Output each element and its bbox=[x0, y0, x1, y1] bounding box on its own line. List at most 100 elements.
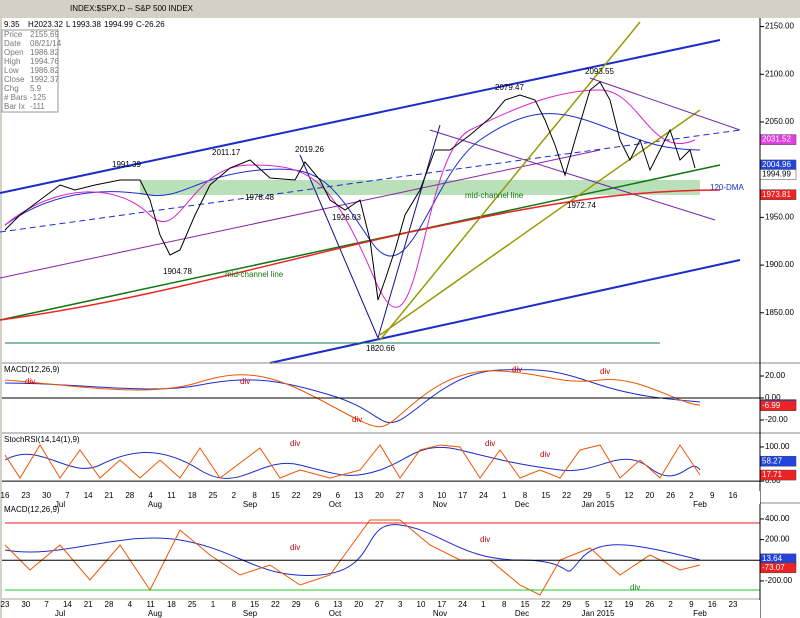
value-tag-label: 1994.99 bbox=[762, 170, 791, 179]
annotation: div bbox=[480, 535, 490, 544]
date-label: 11 bbox=[146, 600, 155, 609]
date-label: 20 bbox=[645, 491, 654, 500]
annotation: 1904.78 bbox=[163, 267, 192, 276]
date-label: 26 bbox=[666, 491, 675, 500]
value-tag-label: 17.71 bbox=[762, 470, 783, 479]
value-tag-label: 58.27 bbox=[762, 456, 783, 465]
y-tick-label: 400.00 bbox=[765, 514, 790, 523]
toolbar-field: L bbox=[66, 20, 71, 29]
date-label: 29 bbox=[292, 600, 301, 609]
date-label: 9 bbox=[689, 600, 694, 609]
info-value: 08/21/14 bbox=[30, 39, 62, 48]
annotation: div bbox=[512, 365, 522, 374]
annotation: 2093.55 bbox=[585, 67, 614, 76]
month-label: Oct bbox=[329, 609, 342, 618]
date-label: 8 bbox=[232, 600, 237, 609]
date-label: 15 bbox=[271, 491, 280, 500]
annotation: div bbox=[540, 450, 550, 459]
date-label: 23 bbox=[21, 491, 30, 500]
date-label: 15 bbox=[521, 600, 530, 609]
info-label: Date bbox=[4, 39, 21, 48]
toolbar-symbol: INDEX:$SPX,D -- S&P 500 INDEX bbox=[70, 4, 194, 13]
annotation: mid-channel line bbox=[465, 191, 524, 200]
info-label: Bar Ix bbox=[4, 102, 25, 111]
date-label: 8 bbox=[252, 491, 257, 500]
date-label: 5 bbox=[606, 491, 611, 500]
date-label: 11 bbox=[167, 491, 176, 500]
y-tick-label: 2100.00 bbox=[765, 69, 794, 78]
date-label: 1 bbox=[502, 491, 507, 500]
month-label: Nov bbox=[433, 609, 447, 618]
y-tick-label: 2150.00 bbox=[765, 22, 794, 31]
date-label: 21 bbox=[84, 600, 93, 609]
annotation: mid-channel line bbox=[225, 270, 284, 279]
date-label: 14 bbox=[84, 491, 93, 500]
annotation: div bbox=[352, 415, 362, 424]
date-label: 13 bbox=[354, 491, 363, 500]
info-label: Chg bbox=[4, 84, 19, 93]
toolbar-field: -26.26 bbox=[142, 20, 165, 29]
y-tick-label: 1900.00 bbox=[765, 260, 794, 269]
annotation: 1972.74 bbox=[567, 201, 596, 210]
panel-title: MACD(12,26,9) bbox=[4, 365, 60, 374]
date-label: 26 bbox=[645, 600, 654, 609]
y-tick-label: 100.00 bbox=[765, 442, 790, 451]
date-label: 1 bbox=[211, 600, 216, 609]
toolbar-field: 1994.99 bbox=[104, 20, 133, 29]
toolbar-field: 9.35 bbox=[4, 20, 20, 29]
month-label: Sep bbox=[243, 500, 258, 509]
date-label: 17 bbox=[437, 600, 446, 609]
y-tick-label: 20.00 bbox=[765, 371, 786, 380]
date-label: 29 bbox=[562, 600, 571, 609]
date-label: 30 bbox=[21, 600, 30, 609]
date-label: 4 bbox=[128, 600, 133, 609]
info-value: 1992.37 bbox=[30, 75, 59, 84]
date-label: 29 bbox=[583, 491, 592, 500]
indicator-drawing bbox=[4, 369, 760, 596]
annotation: 2011.17 bbox=[212, 148, 241, 157]
date-label: 3 bbox=[398, 600, 403, 609]
date-label: 22 bbox=[541, 600, 550, 609]
annotation: div bbox=[25, 377, 35, 386]
date-label: 3 bbox=[419, 491, 424, 500]
date-label: 23 bbox=[729, 600, 738, 609]
date-label: 30 bbox=[42, 491, 51, 500]
date-label: 6 bbox=[336, 491, 341, 500]
date-label: 8 bbox=[523, 491, 528, 500]
date-label: 28 bbox=[105, 600, 114, 609]
info-value: 1986.82 bbox=[30, 48, 59, 57]
annotation: div bbox=[240, 377, 250, 386]
month-label: Nov bbox=[433, 500, 447, 509]
date-label: 27 bbox=[375, 600, 384, 609]
annotation: 120-DMA bbox=[710, 183, 744, 192]
month-label: Dec bbox=[515, 500, 529, 509]
date-label: 8 bbox=[502, 600, 507, 609]
info-value: 1986.82 bbox=[30, 66, 59, 75]
info-label: Close bbox=[4, 75, 25, 84]
date-label: 7 bbox=[44, 600, 49, 609]
date-label: 10 bbox=[437, 491, 446, 500]
date-label: 2 bbox=[232, 491, 237, 500]
y-tick-label: 1850.00 bbox=[765, 308, 794, 317]
y-tick-label: -200.00 bbox=[765, 576, 793, 585]
date-label: 25 bbox=[188, 600, 197, 609]
price-axis bbox=[760, 18, 800, 618]
date-label: 15 bbox=[541, 491, 550, 500]
info-value: 1994.76 bbox=[30, 57, 59, 66]
month-label: Feb bbox=[693, 609, 707, 618]
value-tag-label: 13.64 bbox=[762, 554, 783, 563]
date-label: 12 bbox=[604, 600, 613, 609]
date-label: 22 bbox=[562, 491, 571, 500]
date-label: 1 bbox=[481, 600, 486, 609]
price-drawing bbox=[0, 21, 741, 364]
date-label: 16 bbox=[708, 600, 717, 609]
date-label: 18 bbox=[188, 491, 197, 500]
info-value: 5.9 bbox=[30, 84, 42, 93]
date-label: 4 bbox=[148, 491, 153, 500]
annotation: 1978.48 bbox=[245, 193, 274, 202]
info-label: High bbox=[4, 57, 20, 66]
y-tick-label: 1950.00 bbox=[765, 213, 794, 222]
date-label: 7 bbox=[65, 491, 70, 500]
toolbar-field: 1993.38 bbox=[72, 20, 101, 29]
